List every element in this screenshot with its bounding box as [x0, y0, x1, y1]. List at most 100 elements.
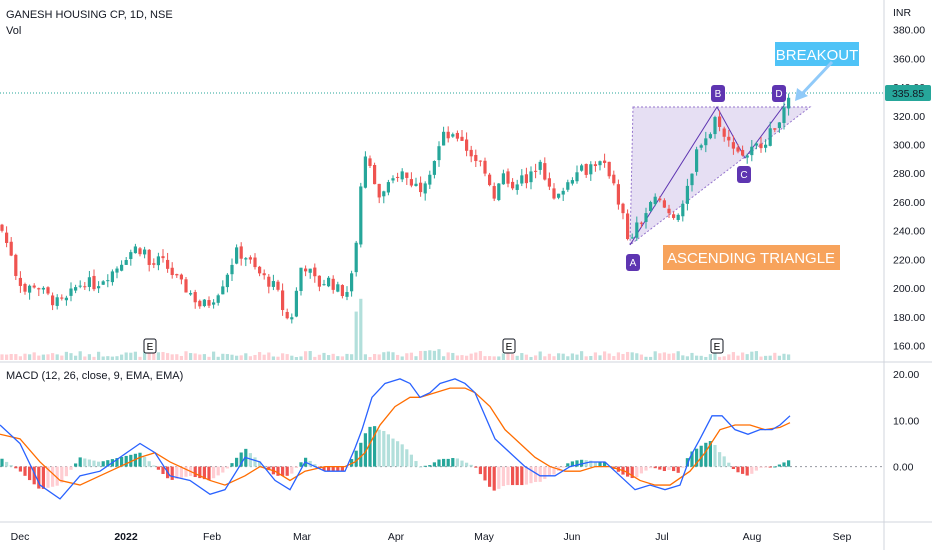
volume-bar	[179, 355, 183, 360]
macd-histogram-bar	[639, 466, 643, 474]
volume-bar	[198, 354, 202, 360]
volume-bar	[451, 352, 455, 360]
macd-histogram-bar	[727, 462, 731, 467]
candle-body	[244, 258, 248, 260]
candle-body	[414, 183, 418, 186]
earnings-marker	[143, 338, 157, 354]
time-tick-label: Mar	[293, 531, 312, 543]
candle-body	[469, 149, 473, 157]
candle-body	[101, 281, 105, 285]
price-tick-label: 360.00	[893, 53, 925, 65]
macd-histogram-bar	[736, 466, 740, 473]
volume-bar	[699, 355, 703, 360]
macd-histogram-bar	[773, 466, 777, 468]
candle-body	[373, 164, 377, 185]
macd-histogram-bar	[501, 466, 505, 487]
volume-bar	[69, 353, 73, 360]
volume-bar	[276, 356, 280, 360]
macd-tick-label: 10.00	[893, 415, 919, 427]
volume-bar	[713, 351, 717, 360]
candle-body	[616, 184, 620, 205]
volume-bar	[262, 354, 266, 360]
volume-bar	[722, 356, 726, 360]
candle-body	[736, 147, 740, 152]
candle-body	[754, 143, 758, 146]
candle-body	[432, 161, 436, 175]
volume-bar	[55, 354, 59, 360]
volume-bar	[170, 354, 174, 360]
volume-bar	[423, 350, 427, 360]
macd-histogram-bar	[543, 466, 547, 480]
macd-histogram-bar	[28, 466, 32, 481]
volume-bar	[626, 351, 630, 360]
volume-bar	[212, 351, 216, 360]
price-tick-label: 320.00	[893, 111, 925, 123]
candle-body	[212, 302, 216, 305]
candle-body	[258, 266, 262, 274]
volume-bar	[745, 354, 749, 360]
volume-bar	[386, 351, 390, 360]
macd-histogram-bar	[331, 466, 335, 472]
macd-histogram-bar	[570, 461, 574, 467]
candle-body	[446, 131, 450, 139]
breakout-arrow-icon	[798, 60, 834, 98]
volume-bar	[469, 353, 473, 360]
volume-bar	[718, 356, 722, 360]
candle-body	[87, 277, 91, 287]
macd-histogram-bar	[5, 461, 9, 467]
candle-body	[681, 203, 685, 217]
candle-body	[455, 132, 459, 139]
macd-histogram-bar	[78, 457, 82, 467]
volume-bar	[359, 298, 363, 360]
candle-body	[649, 202, 653, 212]
volume-bar	[23, 353, 27, 360]
macd-histogram-bar	[377, 429, 381, 467]
volume-bar	[736, 355, 740, 360]
macd-label: MACD (12, 26, close, 9, EMA, EMA)	[6, 370, 184, 382]
candle-body	[285, 311, 289, 319]
candle-body	[0, 224, 4, 231]
candle-body	[51, 295, 55, 306]
macd-histogram-bar	[593, 461, 597, 467]
candle-body	[382, 191, 386, 197]
candle-body	[386, 182, 390, 193]
volume-bar	[727, 354, 731, 360]
macd-histogram-bar	[207, 466, 211, 481]
macd-histogram-bar	[101, 461, 105, 467]
volume-bar	[28, 354, 32, 360]
candle-body	[699, 145, 703, 148]
symbol-title: GANESH HOUSING CP, 1D, NSE	[6, 9, 173, 21]
volume-bar	[557, 353, 561, 360]
volume-bar	[483, 356, 487, 360]
macd-histogram-bar	[718, 452, 722, 467]
macd-histogram-bar	[451, 458, 455, 467]
macd-histogram-bar	[649, 466, 653, 469]
volume-bar	[166, 353, 170, 360]
macd-histogram-bar	[147, 461, 151, 467]
macd-histogram-bar	[327, 466, 331, 472]
volume-bar	[695, 355, 699, 360]
earnings-label: E	[147, 342, 154, 353]
volume-bar	[373, 354, 377, 360]
last-price-value: 335.85	[892, 88, 924, 100]
macd-histogram-bar	[547, 466, 551, 477]
candle-body	[405, 172, 409, 178]
candle-body	[492, 186, 496, 199]
triangle-shape	[629, 106, 812, 247]
macd-line	[0, 378, 791, 500]
volume-bar	[258, 352, 262, 360]
macd-histogram-bar	[69, 466, 73, 470]
volume-bar	[409, 352, 413, 360]
volume-bar	[327, 355, 331, 360]
candle-body	[129, 252, 133, 259]
macd-histogram-bar	[630, 466, 634, 479]
candle-body	[331, 278, 335, 290]
candle-body	[64, 297, 68, 301]
volume-label: Vol	[6, 25, 22, 37]
candle-body	[41, 287, 45, 290]
candle-body	[207, 300, 211, 306]
volume-bar	[612, 356, 616, 360]
volume-bar	[506, 353, 510, 360]
pattern-point-label: B	[715, 89, 722, 100]
